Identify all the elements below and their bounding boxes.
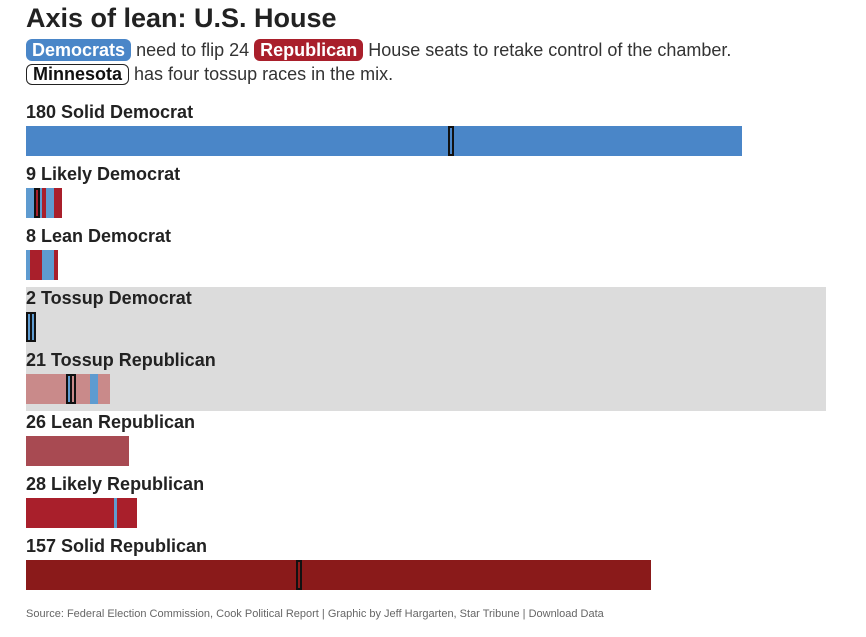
minnesota-marker-solid-republican-0[interactable] <box>296 560 303 590</box>
category-label-likely-democrat: 9 Likely Democrat <box>26 164 181 184</box>
category-label-solid-republican: 157 Solid Republican <box>26 536 208 556</box>
bar-likely-democrat <box>26 188 62 218</box>
subtitle-text-3: has four tossup races in the mix. <box>134 64 394 84</box>
download-data-link[interactable]: Download Data <box>528 608 604 620</box>
source-text: Source: Federal Election Commission, Coo… <box>26 608 529 620</box>
minnesota-marker-tossup-republican-1[interactable] <box>69 374 76 404</box>
bar-segment-lean-democrat-0 <box>26 250 30 280</box>
category-label-solid-democrat: 180 Solid Democrat <box>26 102 194 122</box>
category-label-lean-democrat: 8 Lean Democrat <box>26 226 172 246</box>
bar-likely-republican <box>26 498 138 528</box>
bar-segment-likely-republican-0 <box>26 498 114 528</box>
category-label-tossup-republican: 21 Tossup Republican <box>26 350 216 370</box>
bar-solid-republican <box>26 560 651 590</box>
bar-segment-lean-republican-0 <box>26 436 130 466</box>
subtitle-line-2: Minnesota has four tossup races in the m… <box>26 64 393 85</box>
bar-segment-tossup-republican-0 <box>26 374 66 404</box>
minnesota-pill: Minnesota <box>26 64 130 85</box>
subtitle-line-1: Democrats need to flip 24 Republican Hou… <box>26 39 731 61</box>
chart-title: Axis of lean: U.S. House <box>26 3 337 33</box>
bar-solid-democrat <box>26 126 742 156</box>
bar-segment-likely-democrat-4 <box>45 188 54 218</box>
bar-segment-solid-republican-0 <box>26 560 651 590</box>
republican-pill: Republican <box>254 39 364 61</box>
minnesota-marker-solid-democrat-0[interactable] <box>447 126 454 156</box>
source-line: Source: Federal Election Commission, Coo… <box>26 608 604 620</box>
bar-segment-tossup-republican-4 <box>97 374 110 404</box>
tossup-background <box>26 287 826 411</box>
bar-lean-republican <box>26 436 130 466</box>
bar-tossup-democrat <box>26 312 36 342</box>
bar-segment-likely-republican-2 <box>117 498 138 528</box>
bar-segment-tossup-republican-3 <box>89 374 98 404</box>
category-label-tossup-democrat: 2 Tossup Democrat <box>26 288 192 308</box>
subtitle-text-1: need to flip 24 <box>136 40 250 60</box>
bar-lean-democrat <box>26 250 58 280</box>
bar-tossup-republican <box>26 374 110 404</box>
minnesota-marker-tossup-democrat-1[interactable] <box>29 312 36 342</box>
bar-segment-lean-democrat-3 <box>53 250 58 280</box>
category-label-lean-republican: 26 Lean Republican <box>26 412 196 432</box>
bar-segment-lean-democrat-1 <box>29 250 42 280</box>
bar-segment-lean-democrat-2 <box>41 250 54 280</box>
democrats-pill: Democrats <box>26 39 132 61</box>
minnesota-marker-likely-democrat-0[interactable] <box>33 188 40 218</box>
bar-segment-likely-democrat-5 <box>53 188 62 218</box>
category-label-likely-republican: 28 Likely Republican <box>26 474 205 494</box>
bar-segment-likely-democrat-3 <box>41 188 46 218</box>
bar-segment-likely-democrat-0 <box>26 188 34 218</box>
subtitle-text-2: House seats to retake control of the cha… <box>368 40 732 60</box>
bar-segment-likely-republican-1 <box>113 498 118 528</box>
bar-segment-solid-democrat-0 <box>26 126 742 156</box>
